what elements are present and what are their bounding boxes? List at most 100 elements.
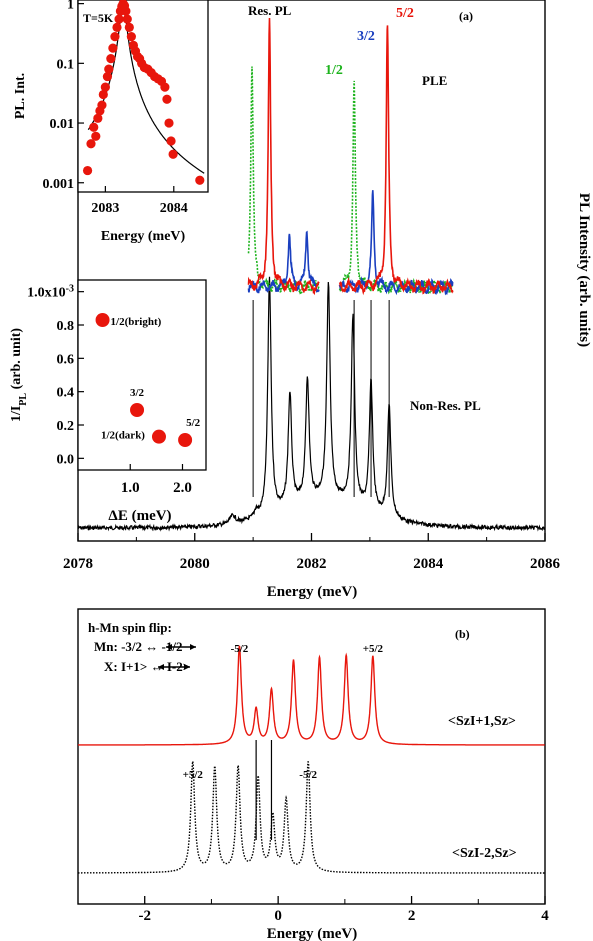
inset1-data-point: [97, 100, 107, 110]
inset1-data-point: [91, 131, 101, 141]
inset1-data-point: [112, 22, 122, 32]
spin-flip-arrow-head: [190, 644, 196, 650]
inset1-y-tick-label: 0.1: [57, 57, 75, 72]
inset1-y-tick-label: 0.01: [50, 117, 75, 132]
x-tick-label: 2086: [530, 556, 561, 572]
inset2-y-tick-label: 0.8: [57, 319, 75, 334]
inset2-x-tick-label: 2.0: [173, 480, 192, 496]
res-pl-label: Res. PL: [248, 3, 292, 18]
inset1-data-point: [104, 64, 114, 74]
panel-b-x-axis: -2 0 2 4: [77, 896, 549, 924]
inset1-frame: [77, 0, 209, 193]
inset1-y-tick-label: 1: [67, 0, 74, 13]
panel-a-curves: [77, 17, 546, 532]
panel-b-x-label: Energy (meV): [267, 926, 357, 941]
spin-flip-arrow-head: [184, 664, 190, 670]
panel-a-x-axis: 2078 2080 2082 2084 2086: [63, 533, 561, 572]
inset2-y-exponent: -3: [66, 283, 74, 294]
panel-a-y-label: PL Intensity (arb. units): [576, 193, 592, 347]
inset2-y-tick-label: 0.6: [57, 352, 75, 367]
ple-series-3-segment: [338, 25, 454, 296]
panel-b-x-tick-label: 2: [408, 908, 416, 924]
inset2-data-point: [95, 313, 110, 327]
ple-label: PLE: [422, 73, 447, 88]
inset1-x-tick-label: 2084: [160, 201, 188, 216]
inset-inverse-intensity: 0.0 0.2 0.4 0.6 0.8 1.0x10-3 1.0 2.0 ΔE (meV) 1…: [9, 279, 207, 524]
inset1-marks: [82, 0, 205, 185]
inset1-data-point: [166, 136, 176, 146]
spin-flip-title: h-Mn spin flip:: [88, 620, 172, 635]
inset1-data-point: [114, 14, 124, 24]
inset1-x-label: Energy (meV): [101, 229, 186, 244]
inset1-data-point: [164, 118, 174, 128]
panel-a: 2078 2080 2082 2084 2086 Energy (meV) PL Int…: [63, 0, 592, 600]
inset2-y-label: 1/IPL (arb. unit): [9, 328, 29, 422]
panel-b-series-1: [78, 645, 545, 746]
inset1-data-point: [168, 149, 178, 159]
inset2-y-tick-label: 1.0x10-3: [27, 283, 74, 301]
ple-series-3-segment: [247, 17, 320, 296]
inset1-data-point: [98, 89, 108, 100]
panel-b-peak-label: -5/2: [231, 643, 249, 655]
panel-b-peak-label: +5/2: [363, 643, 384, 655]
panel-b-peak-label: +5/2: [183, 769, 204, 781]
inset1-data-point: [102, 71, 113, 82]
red-series-label: <SzI+1,Sz>: [448, 714, 516, 729]
inset2-y-label-sub: PL: [18, 393, 29, 406]
inset2-data-point: [151, 429, 166, 444]
x-tick-label: 2078: [63, 556, 93, 572]
nonres-pl-label: Non-Res. PL: [410, 398, 481, 413]
three-half-label: 3/2: [357, 29, 375, 44]
inset1-x-tick-label: 2083: [91, 201, 119, 216]
inset1-y-label: PL. Int.: [13, 73, 28, 119]
inset1-data-point: [82, 165, 93, 176]
inset1-data-point: [110, 32, 120, 42]
x-tick-label: 2082: [297, 556, 327, 572]
inset1-data-point: [124, 22, 134, 32]
panel-b-peak-label: -5/2: [299, 769, 317, 781]
panel-a-x-label: Energy (meV): [267, 584, 357, 600]
inset2-x-tick-label: 1.0: [121, 480, 140, 496]
inset1-data-point: [195, 175, 205, 185]
spin-flip-x: X: I+1> ↔ I-2>: [104, 659, 190, 674]
inset2-marks: 1/2(bright) 3/2 1/2(dark) 5/2: [95, 313, 201, 447]
panel-b-series-2: [78, 761, 545, 874]
inset1-annotation: T=5K: [83, 11, 114, 25]
inset2-point-label: 1/2(bright): [111, 316, 162, 328]
ple-series-2-segment: [247, 230, 320, 294]
half-label: 1/2: [325, 63, 343, 78]
inset2-y-tick-label: 0.2: [57, 419, 75, 434]
inset2-x-label: ΔE (meV): [108, 508, 171, 524]
inset1-data-point: [106, 54, 116, 64]
inset1-data-point: [126, 32, 136, 42]
inset2-point-label: 3/2: [130, 387, 145, 399]
inset1-data-point: [160, 82, 170, 92]
inset2-y-tick-label: 0.0: [57, 452, 75, 467]
panel-b-x-tick-label: 4: [541, 908, 549, 924]
inset1-y-tick-label: 0.001: [43, 177, 75, 192]
inset1-data-point: [89, 122, 99, 132]
inset2-data-point: [130, 403, 145, 417]
inset1-data-point: [162, 94, 172, 104]
panel-b-x-tick-label: -2: [138, 908, 151, 924]
ple-series-1-segment: [338, 80, 454, 296]
spin-flip-mn: Mn: -3/2 ↔ -1/2: [94, 639, 182, 654]
panel-b-label: (b): [455, 627, 470, 641]
panel-b-x-tick-label: 0: [274, 908, 282, 924]
panel-a-label: (a): [459, 9, 473, 23]
inset2-axes: 0.0 0.2 0.4 0.6 0.8 1.0x10-3 1.0 2.0: [27, 283, 192, 496]
inset2-y-tick-label: 0.4: [57, 386, 75, 401]
inset1-data-point: [121, 6, 131, 16]
five-half-label: 5/2: [396, 6, 414, 21]
inset1-data-point: [108, 43, 118, 53]
inset1-data-point: [100, 82, 110, 92]
black-series-label: <SzI-2,Sz>: [452, 846, 517, 861]
spin-flip-arrow-head: [166, 644, 172, 650]
inset1-axes: 0.001 0.01 0.1 1 2083 2084: [43, 0, 188, 216]
panel-b-curves: -5/2 +5/2 +5/2 -5/2: [78, 643, 545, 874]
inset1-data-point: [86, 139, 96, 149]
x-tick-label: 2084: [413, 556, 444, 572]
panel-b-frame: [77, 608, 546, 905]
